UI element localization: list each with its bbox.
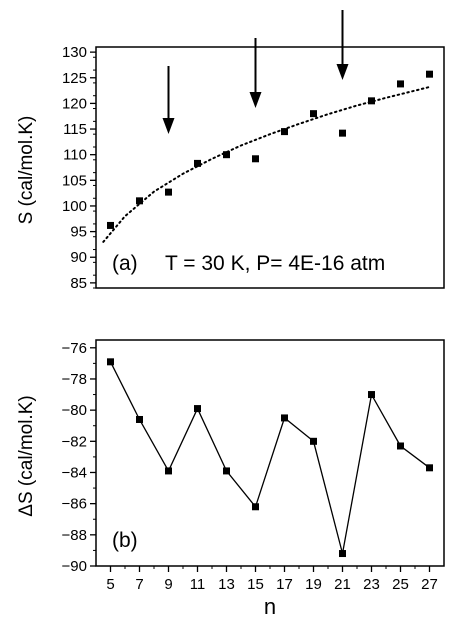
y-tick-label: 115 [63,121,87,138]
y-tick-label: 110 [63,147,87,164]
data-point [368,391,375,399]
data-point [252,155,259,163]
y-tick-label: −90 [62,558,87,575]
data-point [339,129,346,137]
panel-b-line [109,361,430,554]
data-point [107,358,114,366]
data-point [310,110,317,118]
x-tick-label: 11 [190,576,206,593]
panel-a-arrows [162,10,349,134]
y-tick-label: −80 [62,402,87,419]
data-point [252,503,259,511]
panel-b-y-ticks: −76 −78 −80 −82 −84 −86 −88 −90 [62,340,96,575]
y-tick-label: 105 [62,172,87,189]
data-point [165,188,172,196]
y-tick-label: 130 [62,44,87,61]
x-tick-label: 5 [106,576,114,593]
panel-b-frame [95,339,445,567]
arrow [162,66,175,134]
data-point [426,464,433,472]
x-tick-label: 25 [392,576,409,593]
data-point [165,467,172,475]
arrow-head [249,92,262,108]
data-point [310,437,317,445]
y-tick-label: −84 [62,464,87,481]
x-tick-label: 27 [421,576,438,593]
panel-a-y-ticks: 85 90 95 100 105 110 115 120 125 130 [62,44,96,292]
y-tick-label: −88 [62,527,87,544]
panel-a-frame [95,46,445,289]
x-tick-label: 21 [334,576,351,593]
y-tick-label: 95 [70,224,87,241]
arrow [249,38,262,108]
x-tick-label: 23 [363,576,380,593]
x-tick-label: 9 [164,576,172,593]
y-tick-label: −76 [62,340,87,357]
data-point [223,467,230,475]
data-point [281,414,288,422]
x-axis-title: n [264,594,276,619]
data-point [194,405,201,413]
y-tick-label: 85 [70,275,87,292]
data-point [281,128,288,136]
panel-a: 85 90 95 100 105 110 115 120 125 130 (a) T = 30 K… [16,10,445,292]
x-tick-label: 15 [247,576,264,593]
x-tick-label: 13 [218,576,235,593]
panel-b-label: (b) [112,529,138,552]
y-tick-label: 90 [70,249,87,266]
y-tick-label: 100 [62,198,87,215]
y-tick-label: 120 [62,95,87,112]
y-tick-label: −86 [62,496,87,513]
panel-a-points [107,70,433,229]
panel-b-y-axis-title: ΔS (cal/mol.K) [16,395,37,516]
data-point [368,97,375,105]
panel-a-trendline [102,86,431,243]
series-line [109,361,430,554]
panel-b: −76 −78 −80 −82 −84 −86 −88 −90 5 7 9 11 13 15 17 19 21… [16,339,445,619]
data-point [194,159,201,167]
data-point [136,197,143,205]
y-tick-label: −78 [62,371,87,388]
data-point [339,550,346,558]
data-point [136,415,143,423]
y-tick-label: −82 [62,433,87,450]
x-tick-label: 17 [276,576,293,593]
x-tick-label: 7 [135,576,143,593]
data-point [426,70,433,78]
data-point [397,80,404,88]
x-tick-label: 19 [305,576,322,593]
panel-b-points [107,358,433,558]
arrow [336,10,349,80]
panel-a-annotation: T = 30 K, P= 4E-16 atm [165,252,385,275]
panel-b-x-ticks: 5 7 9 11 13 15 17 19 21 23 25 27 [106,566,438,593]
arrow-head [336,64,349,80]
panel-a-label: (a) [112,252,138,275]
panel-a-y-axis-title: S (cal/mol.K) [16,116,37,225]
trendline [102,86,431,243]
data-point [397,442,404,450]
data-point [107,221,114,229]
data-point [223,151,230,159]
arrow-head [162,118,175,134]
y-tick-label: 125 [62,70,87,87]
